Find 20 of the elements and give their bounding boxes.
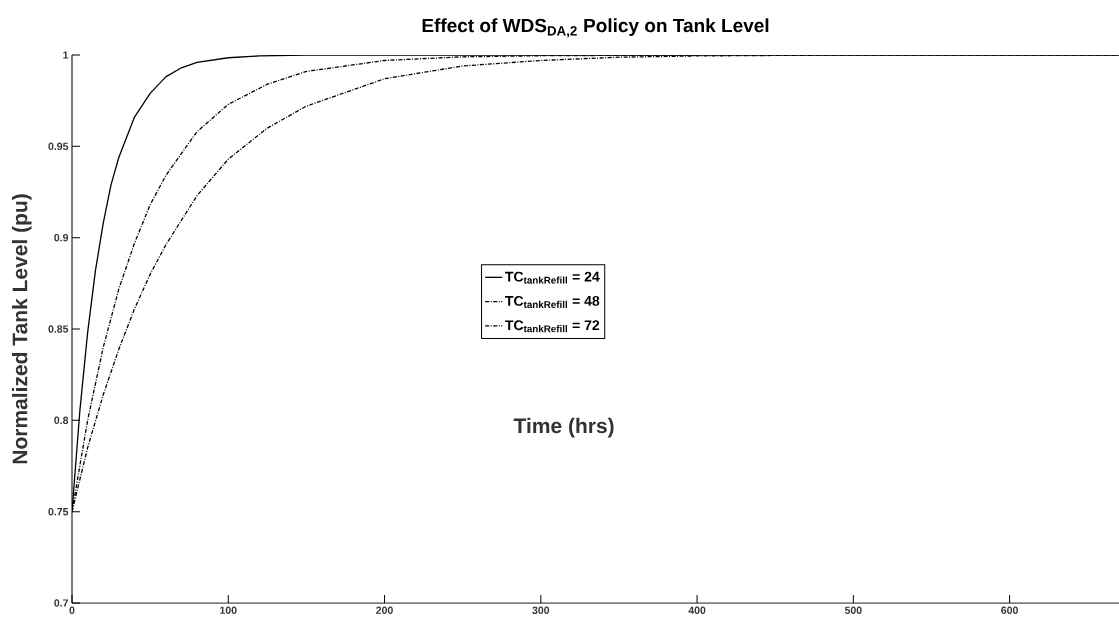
y-tick-label: 0.85	[48, 325, 69, 333]
y-tick-label: 0.8	[54, 416, 69, 425]
x-axis-title: Time (hrs)	[513, 417, 614, 438]
legend-label: $\text{TC}_{\text{tankRefill}}\text{ = 72}$	[505, 320, 600, 333]
x-tick-label: 600	[1001, 606, 1018, 614]
y-axis-title: Normalized Tank Level (pu)	[11, 194, 32, 464]
legend-label: $\text{TC}_{\text{tankRefill}}\text{ = 24}$	[505, 271, 600, 284]
y-tick-label: 1	[63, 51, 69, 59]
y-tick-label: 0.9	[54, 233, 69, 242]
x-tick-label: 300	[532, 606, 550, 614]
x-tick-label: 100	[220, 606, 237, 614]
y-tick-label: 0.7	[54, 599, 69, 607]
x-tick-label: 500	[844, 606, 862, 614]
chart-title: Effect of WDS$_{DA,2}$ Policy on Tank Level	[422, 18, 769, 38]
x-tick-label: 400	[688, 606, 706, 614]
x-tick-label: 200	[376, 606, 393, 614]
y-tick-label: 0.75	[48, 507, 69, 516]
legend-label: $\text{TC}_{\text{tankRefill}}\text{ = 48}$	[505, 295, 600, 308]
y-tick-label: 0.95	[48, 142, 69, 151]
x-tick-label: 0	[69, 606, 75, 614]
